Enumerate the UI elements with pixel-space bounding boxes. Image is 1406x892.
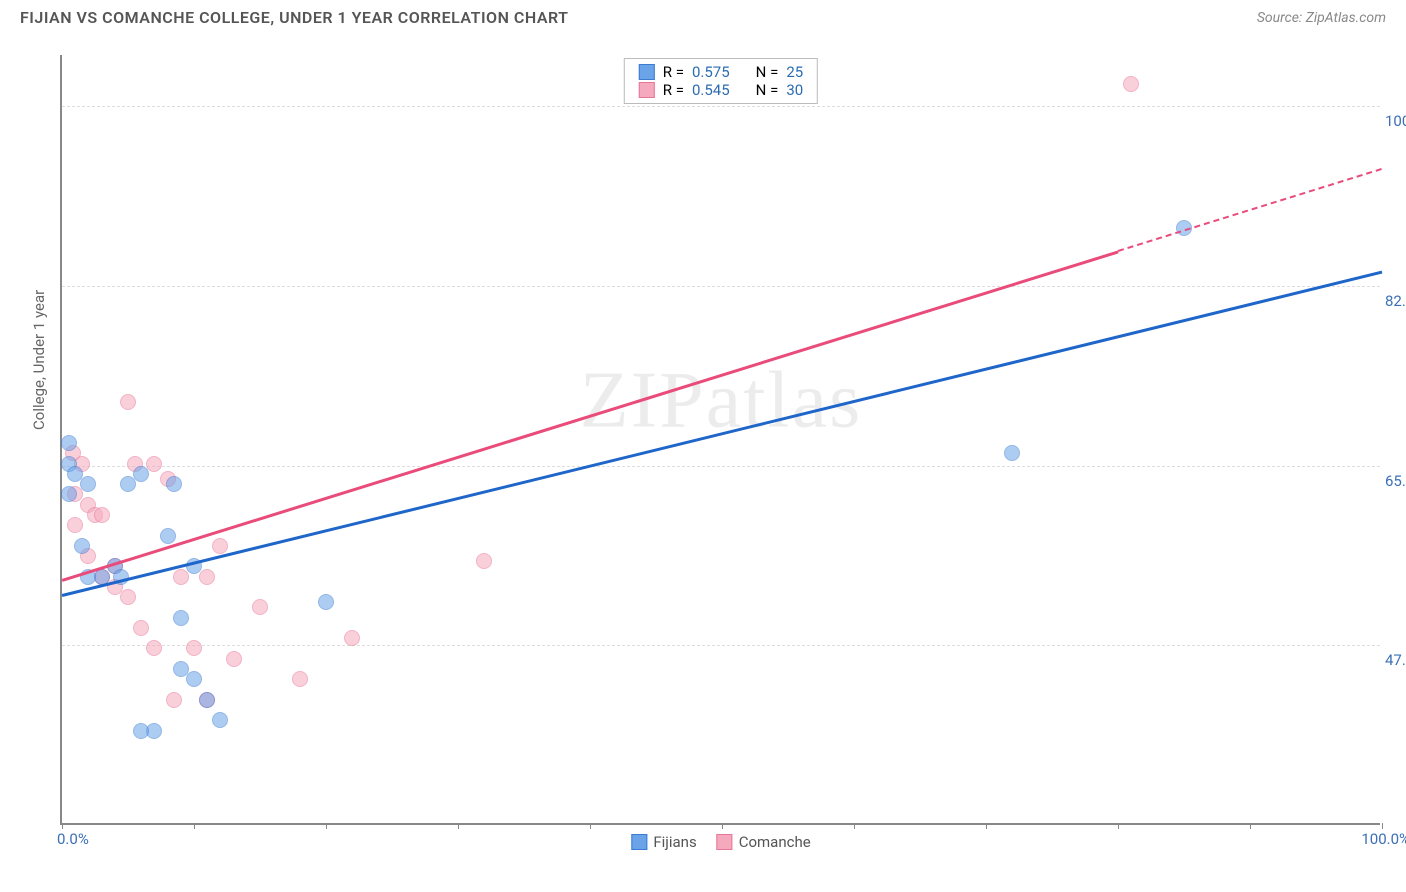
trend-line [62,271,1383,597]
x-tick-label-max: 100.0% [1361,830,1406,848]
gridline [62,106,1380,107]
n-label: N = [756,63,779,81]
legend-swatch [717,834,733,850]
x-tick [1118,823,1119,829]
legend-swatch [631,834,647,850]
legend-item: Fijians [631,833,696,851]
data-point-comanche [133,620,149,636]
data-point-fijians [173,610,189,626]
legend-item: Comanche [717,833,811,851]
gridline [62,466,1380,467]
data-point-fijians [61,435,77,451]
trend-line [62,250,1119,581]
x-tick-label-min: 0.0% [57,830,89,848]
data-point-comanche [94,507,110,523]
data-point-comanche [292,671,308,687]
legend-swatch [639,82,655,98]
x-tick [854,823,855,829]
data-point-comanche [120,589,136,605]
x-tick [1382,823,1383,829]
x-tick [722,823,723,829]
legend-stat-row: R = 0.575 N = 25 [639,63,803,81]
data-point-fijians [166,476,182,492]
x-tick [458,823,459,829]
data-point-fijians [61,486,77,502]
x-tick [326,823,327,829]
r-value: 0.575 [692,63,730,81]
data-point-comanche [120,394,136,410]
data-point-comanche [146,456,162,472]
data-point-comanche [212,538,228,554]
data-point-comanche [226,651,242,667]
n-value: 30 [786,81,803,99]
source-attribution: Source: ZipAtlas.com [1257,10,1386,26]
y-tick-label: 65.0% [1385,472,1406,490]
gridline [62,645,1380,646]
chart-title: FIJIAN VS COMANCHE COLLEGE, UNDER 1 YEAR… [20,8,569,27]
y-tick-label: 100.0% [1385,112,1406,130]
trend-line [1118,168,1383,252]
data-point-fijians [212,712,228,728]
y-tick-label: 47.5% [1385,651,1406,669]
n-value: 25 [786,63,803,81]
data-point-fijians [80,476,96,492]
data-point-fijians [199,692,215,708]
data-point-fijians [74,538,90,554]
x-tick [194,823,195,829]
data-point-comanche [476,553,492,569]
y-axis-label: College, Under 1 year [30,290,48,430]
r-label: R = [663,63,684,81]
y-tick-label: 82.5% [1385,292,1406,310]
data-point-comanche [344,630,360,646]
data-point-comanche [173,569,189,585]
data-point-fijians [133,723,149,739]
n-label: N = [756,81,779,99]
x-tick [986,823,987,829]
legend-label: Comanche [739,833,811,851]
data-point-comanche [67,517,83,533]
data-point-comanche [146,640,162,656]
x-tick [1250,823,1251,829]
data-point-comanche [252,599,268,615]
data-point-fijians [186,671,202,687]
legend-swatch [639,64,655,80]
data-point-fijians [1004,445,1020,461]
data-point-comanche [186,640,202,656]
correlation-legend: R = 0.575 N = 25 R = 0.545 N = 30 [624,58,818,104]
data-point-fijians [318,594,334,610]
r-label: R = [663,81,684,99]
data-point-comanche [199,569,215,585]
x-tick [590,823,591,829]
legend-stat-row: R = 0.545 N = 30 [639,81,803,99]
data-point-comanche [166,692,182,708]
scatter-chart: ZIPatlas R =0.575N =25R =0.545N =30 Fiji… [60,55,1380,825]
series-legend: Fijians Comanche [631,833,810,851]
data-point-comanche [1123,76,1139,92]
data-point-fijians [120,476,136,492]
legend-label: Fijians [653,833,696,851]
r-value: 0.545 [692,81,730,99]
data-point-fijians [133,466,149,482]
data-point-fijians [160,528,176,544]
x-tick [62,823,63,829]
gridline [62,286,1380,287]
